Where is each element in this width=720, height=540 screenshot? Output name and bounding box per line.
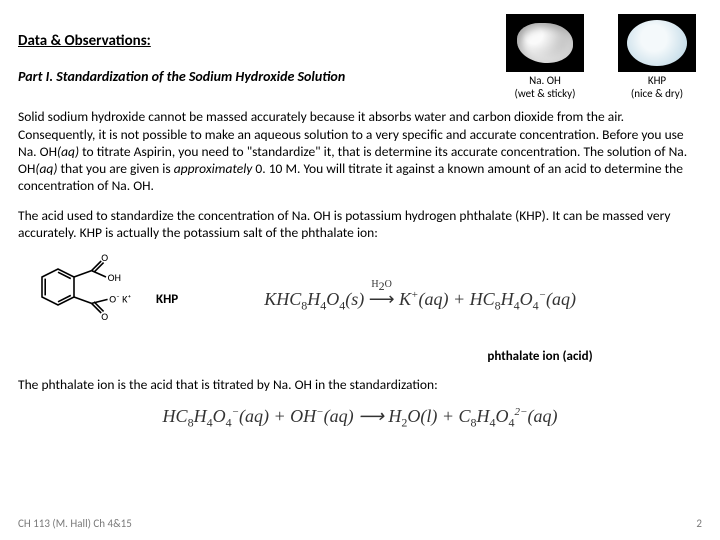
svg-text:OH: OH	[108, 271, 121, 284]
equation-1-formula: KHC8H4O4(s) ⟶H2O K+(aq) + HC8H4O4−(aq)	[264, 289, 576, 310]
khp-label: KHP	[612, 74, 702, 87]
naoh-note: (wet & sticky)	[500, 87, 590, 100]
section-title: Data & Observations:	[18, 32, 500, 50]
khp-structure: O OH O O⁻ K⁺	[18, 253, 138, 345]
khp-eq-label: KHP	[156, 292, 178, 307]
svg-text:O⁻ K⁺: O⁻ K⁺	[109, 293, 131, 306]
footer-left: CH 113 (M. Hall) Ch 4&15	[18, 517, 132, 530]
footer: CH 113 (M. Hall) Ch 4&15 2	[18, 517, 702, 530]
paragraph-1: Solid sodium hydroxide cannot be massed …	[18, 108, 702, 194]
header-row: Data & Observations: Part I. Standardiza…	[18, 14, 702, 100]
p1-aq1: (aq)	[57, 143, 79, 160]
paragraph-3: The phthalate ion is the acid that is ti…	[18, 376, 702, 393]
equation-row-1: O OH O O⁻ K⁺ KHP KHC8H4O4(s) ⟶H2O K+(aq)…	[18, 253, 702, 345]
paragraph-2: The acid used to standardize the concent…	[18, 207, 702, 242]
naoh-image	[506, 14, 584, 72]
khp-note: (nice & dry)	[612, 87, 702, 100]
equation-1: KHC8H4O4(s) ⟶H2O K+(aq) + HC8H4O4−(aq)	[196, 289, 644, 310]
part-title: Part I. Standardization of the Sodium Hy…	[18, 68, 500, 85]
footer-page: 2	[696, 517, 702, 530]
p1-text-c: that you are given is	[57, 160, 173, 177]
header-left: Data & Observations: Part I. Standardiza…	[18, 14, 500, 85]
equation-2: HC8H4O4−(aq) + OH−(aq) ⟶ H2O(l) + C8H4O4…	[18, 406, 702, 427]
svg-text:O: O	[101, 310, 108, 323]
p1-aq2: (aq)	[35, 160, 57, 177]
sample-khp: KHP (nice & dry)	[612, 14, 702, 100]
phthalate-eq-label: phthalate ion (acid)	[487, 349, 592, 364]
equation-2-formula: HC8H4O4−(aq) + OH−(aq) ⟶ H2O(l) + C8H4O4…	[163, 406, 558, 426]
svg-text:O: O	[101, 253, 108, 264]
khp-image	[618, 14, 696, 72]
naoh-label: Na. OH	[500, 74, 590, 87]
p1-approx: approximately	[174, 160, 253, 177]
phthalate-label-row: phthalate ion (acid)	[138, 349, 702, 364]
sample-naoh: Na. OH (wet & sticky)	[500, 14, 590, 100]
sample-images: Na. OH (wet & sticky) KHP (nice & dry)	[500, 14, 702, 100]
